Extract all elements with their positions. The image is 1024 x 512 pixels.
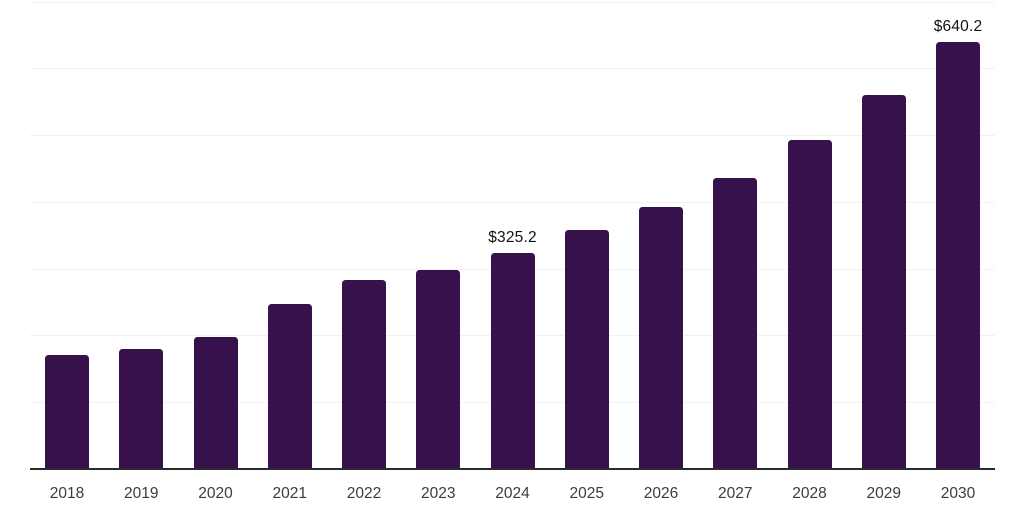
bar-2025 [564, 230, 609, 470]
bar-2021 [267, 304, 312, 470]
bar-2029 [861, 94, 906, 470]
x-tick-label-2018: 2018 [49, 485, 85, 502]
bar-value-label-2030: $640.2 [933, 18, 983, 36]
bar-2020 [193, 337, 238, 470]
gridline-400 [30, 201, 995, 203]
x-tick-label-2022: 2022 [346, 485, 382, 502]
bar-2018 [45, 354, 89, 470]
bar-value-label-2024: $325.2 [488, 228, 537, 246]
x-tick-label-2027: 2027 [718, 485, 753, 502]
x-axis-labels: 2018 2019 2020 2021 2022 2023 2024 2025 2026 2027… [45, 485, 980, 503]
x-tick-label-2024: 2024 [495, 485, 530, 502]
gridline-600 [30, 68, 995, 70]
x-tick-label-2023: 2023 [421, 485, 456, 502]
bar-2026 [639, 206, 683, 470]
x-axis-line [30, 468, 995, 470]
x-tick-label-2020: 2020 [198, 485, 233, 502]
x-tick-label-2029: 2029 [866, 485, 901, 502]
bar-2019 [119, 348, 164, 470]
gridline-500 [30, 135, 995, 137]
bar-2027 [713, 177, 758, 470]
x-tick-label-2026: 2026 [643, 485, 679, 502]
x-tick-label-2019: 2019 [124, 485, 159, 502]
bar-2030: $640.2 [934, 18, 982, 470]
bar-2028 [787, 140, 832, 470]
plot-area: $325.2 $640.2 [30, 0, 995, 470]
x-tick-label-2028: 2028 [792, 485, 827, 502]
x-tick-label-2025: 2025 [569, 485, 604, 502]
bar-2022 [342, 279, 386, 470]
gridline-700 [30, 1, 995, 3]
x-tick-label-2030: 2030 [940, 485, 976, 502]
x-tick-label-2021: 2021 [272, 485, 307, 502]
bar-2023 [416, 270, 461, 470]
bars-container: $325.2 $640.2 [45, 0, 982, 470]
bar-2024: $325.2 [488, 229, 537, 470]
